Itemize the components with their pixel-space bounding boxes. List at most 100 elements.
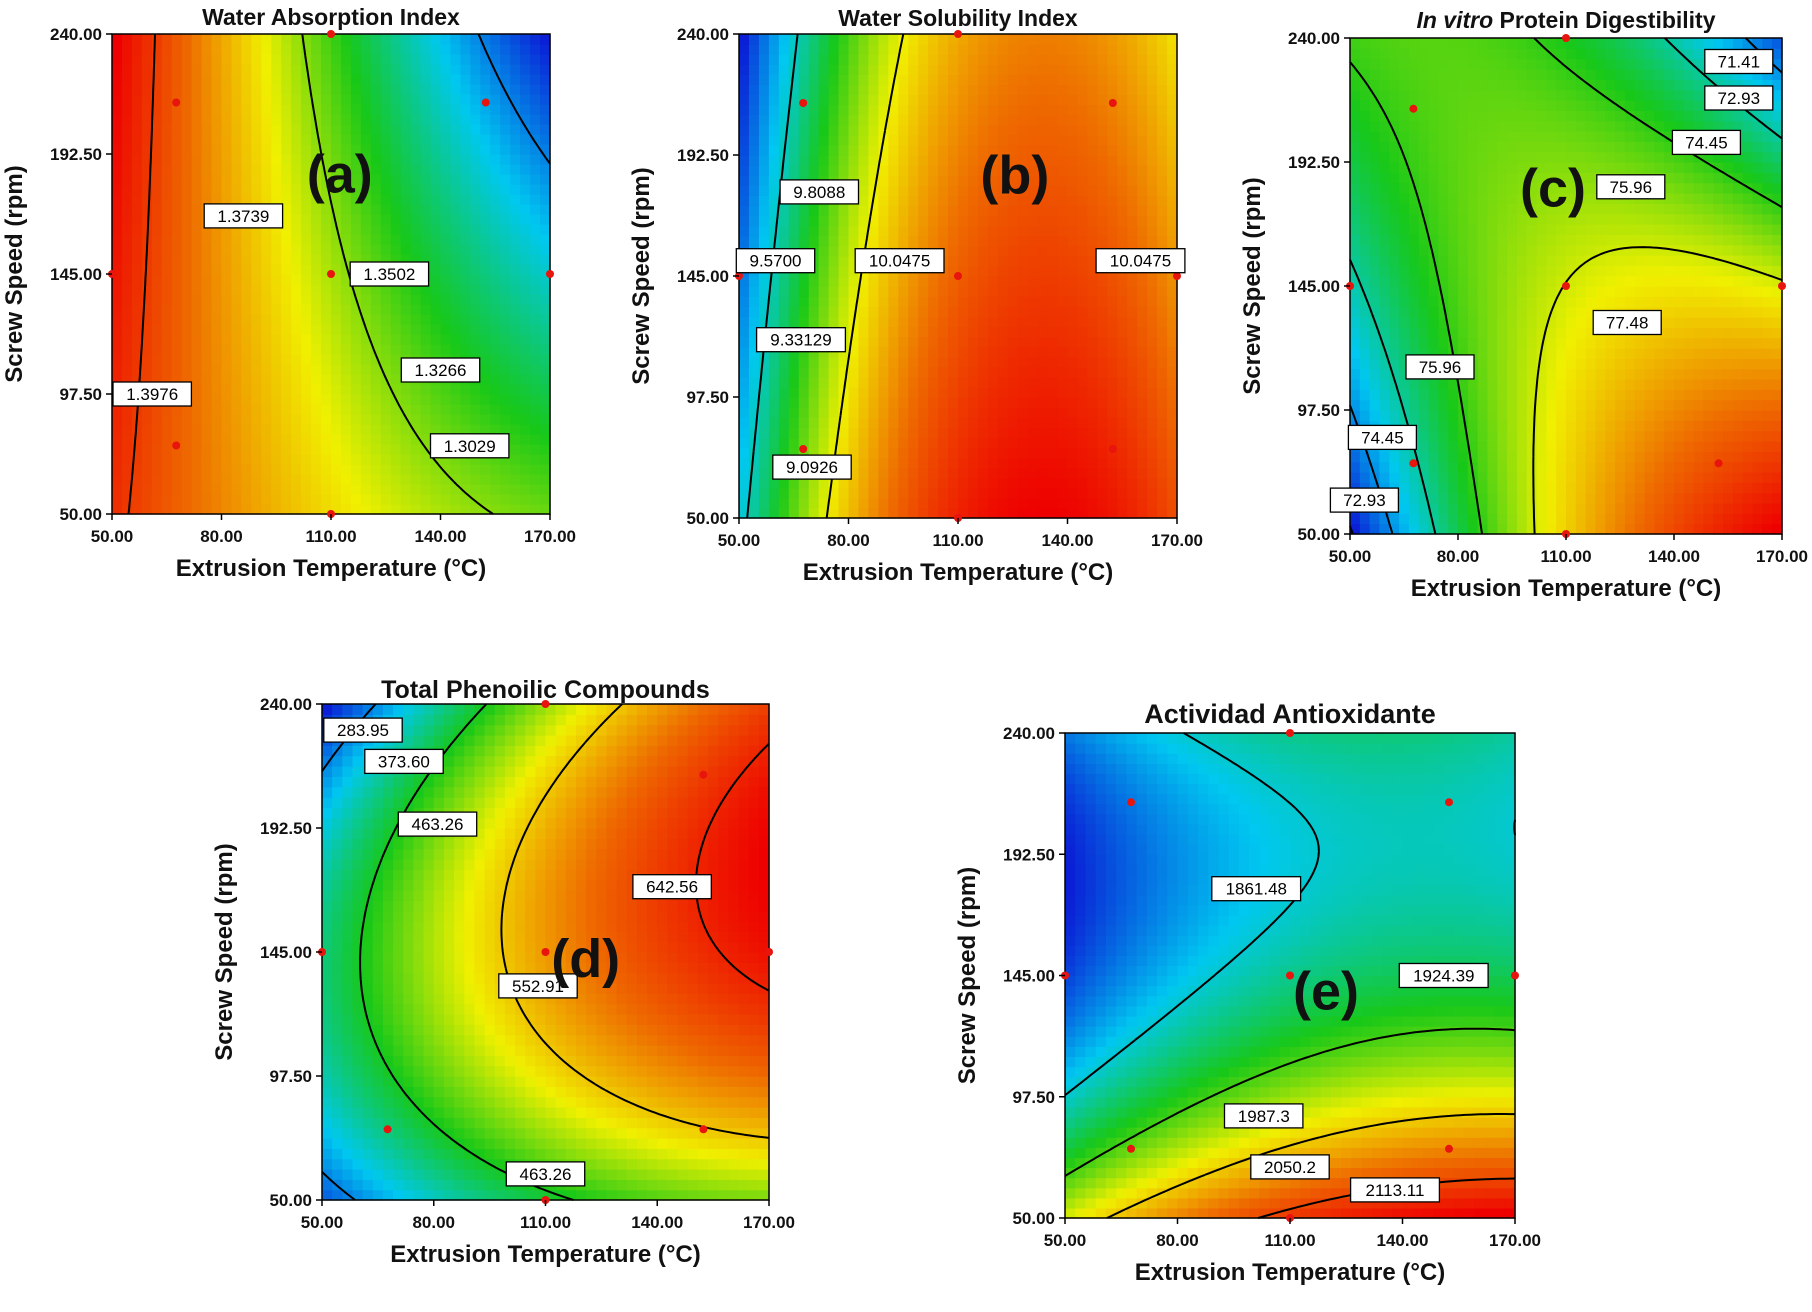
x-tick-label: 50.00 — [718, 531, 761, 550]
heatmap-cell — [1067, 165, 1079, 176]
heatmap-cell — [271, 244, 282, 255]
heatmap-cell — [460, 504, 471, 515]
heatmap-cell — [400, 314, 412, 325]
heatmap-cell — [1458, 503, 1469, 514]
heatmap-cell — [798, 44, 810, 55]
heatmap-cell — [1167, 175, 1178, 186]
heatmap-cell — [878, 407, 889, 418]
heatmap-cell — [1067, 255, 1079, 267]
heatmap-cell — [1742, 503, 1754, 514]
heatmap-cell — [380, 504, 392, 515]
heatmap-cell — [977, 175, 989, 186]
heatmap-cell — [161, 204, 173, 215]
heatmap-cell — [1556, 379, 1567, 390]
heatmap-cell — [171, 174, 183, 185]
heatmap-cell — [1017, 457, 1029, 469]
heatmap-cell — [1057, 376, 1069, 388]
heatmap-cell — [828, 165, 840, 176]
heatmap-cell — [1467, 430, 1479, 442]
heatmap-cell — [121, 124, 133, 135]
heatmap-cell — [928, 326, 939, 338]
heatmap-cell — [1147, 134, 1158, 146]
heatmap-cell — [1418, 379, 1430, 390]
heatmap-cell — [818, 134, 830, 146]
heatmap-cell — [1097, 34, 1108, 45]
heatmap-cell — [808, 507, 820, 519]
heatmap-cell — [161, 474, 173, 485]
heatmap-cell — [520, 94, 531, 105]
heatmap-cell — [1674, 472, 1685, 483]
heatmap-cell — [251, 494, 262, 505]
heatmap-cell — [868, 74, 879, 86]
y-tick-label: 240.00 — [677, 25, 729, 44]
heatmap-cell — [1615, 461, 1626, 473]
heatmap-cell — [480, 204, 491, 215]
heatmap-cell — [938, 144, 949, 156]
heatmap-cell — [510, 414, 521, 425]
heatmap-cell — [1585, 513, 1597, 525]
heatmap-cell — [112, 254, 123, 265]
heatmap-cell — [181, 214, 193, 225]
heatmap-cell — [410, 104, 422, 115]
heatmap-cell — [261, 144, 272, 155]
heatmap-cell — [291, 84, 302, 95]
heatmap-cell — [778, 114, 790, 126]
heatmap-cell — [480, 124, 491, 135]
heatmap-cell — [1047, 74, 1059, 86]
heatmap-cell — [520, 174, 531, 185]
heatmap-cell — [410, 154, 422, 165]
heatmap-cell — [151, 114, 163, 125]
heatmap-cell — [291, 494, 302, 505]
heatmap-cell — [1438, 482, 1449, 494]
heatmap-cell — [271, 344, 282, 355]
heatmap-cell — [291, 324, 302, 335]
heatmap-cell — [1147, 225, 1158, 237]
heatmap-cell — [1369, 399, 1381, 411]
heatmap-cell — [1017, 104, 1029, 116]
heatmap-cell — [161, 84, 173, 95]
heatmap-cell — [400, 174, 412, 185]
heatmap-cell — [858, 407, 869, 418]
heatmap-cell — [1087, 74, 1098, 86]
heatmap-cell — [490, 124, 501, 135]
heatmap-cell — [788, 276, 800, 287]
heatmap-cell — [211, 114, 223, 125]
heatmap-cell — [1027, 54, 1039, 65]
heatmap-cell — [1137, 286, 1148, 297]
heatmap-cell — [321, 214, 332, 225]
heatmap-cell — [868, 225, 879, 237]
heatmap-cell — [838, 397, 850, 408]
heatmap-cell — [1117, 185, 1128, 196]
heatmap-cell — [261, 384, 272, 395]
heatmap-cell — [221, 224, 233, 235]
heatmap-cell — [1575, 451, 1587, 463]
heatmap-cell — [480, 274, 491, 285]
heatmap-cell — [1047, 346, 1059, 358]
heatmap-cell — [1408, 492, 1420, 504]
heatmap-cell — [1624, 379, 1636, 390]
heatmap-cell — [500, 304, 511, 315]
heatmap-cell — [888, 437, 899, 449]
heatmap-cell — [1379, 451, 1390, 463]
heatmap-cell — [191, 474, 203, 485]
heatmap-cell — [1507, 379, 1518, 390]
heatmap-cell — [938, 397, 949, 408]
y-tick-label: 97.50 — [686, 388, 729, 407]
heatmap-cell — [987, 84, 999, 96]
heatmap-cell — [171, 74, 183, 85]
heatmap-cell — [1467, 420, 1479, 432]
heatmap-cell — [1693, 441, 1705, 452]
heatmap-cell — [1157, 94, 1168, 106]
heatmap-cell — [540, 244, 551, 255]
heatmap-cell — [1157, 417, 1168, 428]
heatmap-cell — [1575, 389, 1587, 401]
heatmap-cell — [808, 477, 820, 489]
heatmap-cell — [997, 276, 1009, 287]
heatmap-cell — [1389, 451, 1400, 463]
heatmap-cell — [768, 74, 780, 86]
heatmap-cell — [321, 464, 332, 475]
heatmap-cell — [410, 484, 422, 495]
heatmap-cell — [161, 274, 173, 285]
heatmap-cell — [161, 344, 173, 355]
heatmap-cell — [987, 225, 999, 237]
